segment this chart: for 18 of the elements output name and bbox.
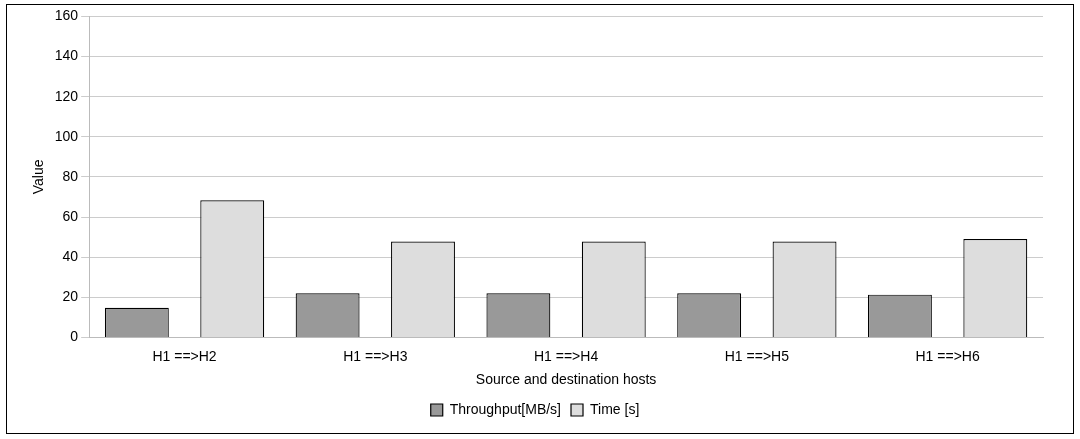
y-tick-label: 100 — [54, 127, 79, 144]
x-tick-label: H1 ==>H2 — [152, 347, 217, 364]
legend-label: Throughput[MB/s] — [449, 400, 562, 417]
y-tick-label: 160 — [54, 7, 79, 24]
y-tick-label: 80 — [62, 167, 79, 184]
y-tick-label: 40 — [62, 248, 79, 265]
legend-label: Time [s] — [590, 400, 640, 417]
y-axis-title: Value — [30, 159, 47, 195]
y-tick-label: 120 — [54, 87, 79, 104]
y-tick-label: 60 — [62, 207, 79, 224]
x-axis-title: Source and destination hosts — [475, 371, 657, 388]
x-tick-label: H1 ==>H3 — [343, 347, 408, 364]
x-tick-label: H1 ==>H4 — [533, 347, 599, 364]
y-tick-label: 140 — [54, 47, 79, 64]
y-tick-label: 20 — [62, 288, 79, 305]
x-tick-label: H1 ==>H6 — [915, 347, 980, 364]
y-tick-label: 0 — [70, 328, 79, 345]
x-tick-label: H1 ==>H5 — [724, 347, 790, 364]
